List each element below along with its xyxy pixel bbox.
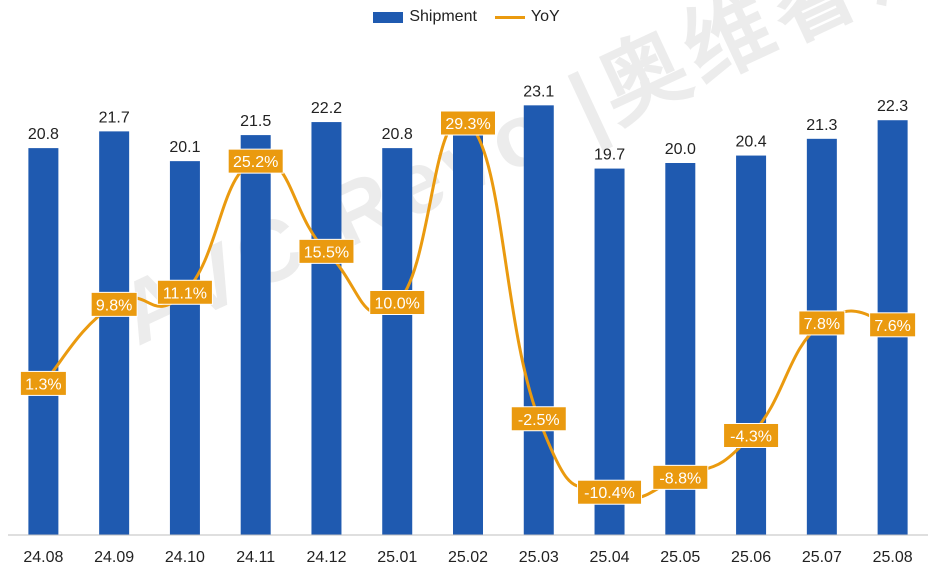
x-tick-label: 25.04 bbox=[590, 549, 630, 566]
yoy-label-box bbox=[798, 310, 846, 336]
x-tick-label: 24.12 bbox=[306, 549, 346, 566]
bar-shipment bbox=[523, 105, 554, 535]
yoy-label-box bbox=[510, 406, 567, 432]
x-tick-label: 25.03 bbox=[519, 549, 559, 566]
yoy-value-label: -8.8% bbox=[659, 470, 701, 487]
bar-value-label: 20.4 bbox=[736, 134, 767, 151]
yoy-value-label: -10.4% bbox=[584, 485, 635, 502]
yoy-value-label: 1.3% bbox=[25, 376, 61, 393]
yoy-label-box bbox=[723, 422, 780, 448]
yoy-value-label: 11.1% bbox=[163, 285, 207, 302]
x-tick-label: 24.10 bbox=[165, 549, 205, 566]
bar-value-label: 19.7 bbox=[594, 147, 625, 164]
yoy-label-box bbox=[369, 290, 426, 315]
x-tick-label: 25.05 bbox=[660, 549, 700, 566]
legend-item-yoy: YoY bbox=[494, 8, 560, 26]
yoy-label-box bbox=[156, 279, 213, 305]
x-tick-label: 24.08 bbox=[23, 549, 63, 566]
x-tick-label: 25.01 bbox=[377, 549, 417, 566]
legend-swatch-shipment bbox=[373, 11, 404, 23]
yoy-label-box bbox=[298, 238, 355, 264]
bar-shipment bbox=[594, 168, 625, 535]
bar-shipment bbox=[240, 135, 271, 535]
x-tick-label: 24.09 bbox=[94, 549, 134, 566]
bar-value-label: 21.3 bbox=[806, 117, 837, 134]
bar-shipment bbox=[453, 135, 483, 535]
legend-label-yoy: YoY bbox=[530, 8, 560, 25]
yoy-value-label: 10.0% bbox=[375, 296, 420, 313]
bar-shipment bbox=[736, 155, 767, 535]
bar-value-label: 23.1 bbox=[523, 83, 554, 100]
bar-value-label: 20.8 bbox=[382, 126, 413, 143]
yoy-label-box bbox=[227, 148, 284, 174]
yoy-label-box bbox=[90, 291, 138, 317]
legend-swatch-yoy bbox=[494, 15, 525, 19]
x-tick-label: 25.06 bbox=[731, 549, 771, 566]
bar-value-label: 21.5 bbox=[240, 113, 271, 130]
bar-shipment bbox=[28, 148, 59, 535]
yoy-value-label: 25.2% bbox=[233, 154, 278, 171]
bar-shipment bbox=[806, 138, 837, 535]
bar-shipment bbox=[311, 122, 342, 535]
legend: Shipment YoY bbox=[0, 8, 933, 26]
bar-value-label: 21.7 bbox=[99, 109, 130, 126]
x-tick-label: 25.07 bbox=[802, 549, 842, 566]
x-tick-label: 25.08 bbox=[873, 549, 913, 566]
yoy-value-label: 9.8% bbox=[96, 297, 132, 314]
bar-shipment bbox=[99, 131, 130, 535]
bar-shipment bbox=[382, 148, 413, 535]
x-tick-label: 24.11 bbox=[236, 549, 275, 566]
bar-value-label: 22.2 bbox=[311, 100, 342, 117]
yoy-value-label: 7.8% bbox=[804, 316, 840, 333]
yoy-label-box bbox=[577, 479, 643, 505]
legend-item-shipment: Shipment bbox=[373, 8, 477, 26]
bar-value-label: 20.1 bbox=[169, 139, 200, 156]
yoy-value-label: 29.3% bbox=[445, 116, 490, 133]
yoy-value-label: 15.5% bbox=[304, 244, 349, 261]
x-tick-label: 25.02 bbox=[448, 549, 488, 566]
yoy-label-box bbox=[440, 110, 496, 136]
yoy-value-label: -2.5% bbox=[518, 412, 560, 429]
yoy-value-label: -4.3% bbox=[730, 428, 772, 445]
yoy-label-box bbox=[652, 464, 709, 490]
bar-shipment bbox=[169, 161, 200, 535]
bar-value-label: 20.8 bbox=[28, 126, 59, 143]
bar-value-label: 20.0 bbox=[665, 141, 696, 158]
legend-label-shipment: Shipment bbox=[409, 8, 477, 25]
yoy-value-label: 7.6% bbox=[874, 318, 910, 335]
yoy-label-box bbox=[19, 370, 67, 396]
bar-value-label: 22.3 bbox=[877, 98, 908, 115]
yoy-label-box bbox=[869, 312, 917, 338]
